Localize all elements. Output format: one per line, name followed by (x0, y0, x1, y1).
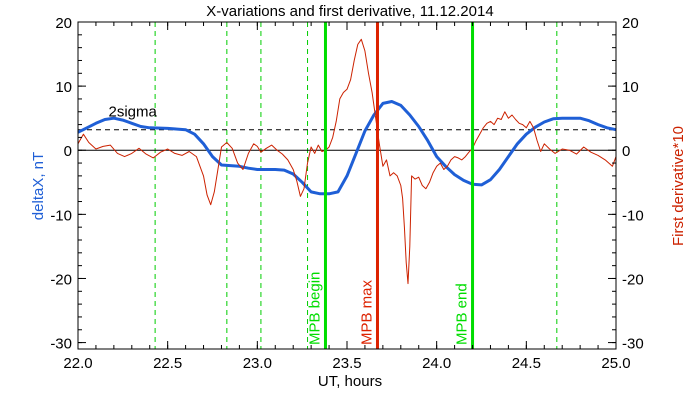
sigma-label: 2sigma (108, 104, 157, 121)
y-axis-label-left: deltaX, nT (30, 152, 47, 220)
y-tick-label-right: 0 (622, 143, 630, 160)
x-axis-label: UT, hours (318, 373, 382, 390)
y-tick-label-right: -20 (622, 271, 644, 288)
y-tick-label-left: 10 (55, 79, 72, 96)
y-tick-label-left: -30 (50, 336, 72, 353)
mpb-marker-label: MPB begin (306, 272, 323, 345)
x-tick-label: 22.5 (153, 355, 182, 372)
chart-title: X-variations and first derivative, 11.12… (206, 3, 493, 20)
plot-frame (77, 21, 617, 350)
y-axis-label-right: First derivative*10 (670, 126, 687, 246)
y-tick-label-left: 20 (55, 15, 72, 32)
y-tick-label-right: 20 (622, 15, 639, 32)
y-tick-label-left: -20 (50, 271, 72, 288)
x-tick-label: 24.5 (512, 355, 541, 372)
x-tick-label: 23.5 (332, 355, 361, 372)
deltax-series-line (77, 100, 617, 196)
x-tick-label: 25.0 (601, 355, 630, 372)
y-tick-label-right: -10 (622, 207, 644, 224)
x-tick-label: 22.0 (63, 355, 92, 372)
y-tick-label-left: 0 (64, 143, 72, 160)
mpb-marker-label: MPB max (358, 279, 375, 345)
x-tick-label: 24.0 (422, 355, 451, 372)
y-tick-label-left: -10 (50, 207, 72, 224)
x-tick-label: 23.0 (243, 355, 272, 372)
derivative-series-line (77, 38, 617, 285)
y-tick-label-right: 10 (622, 79, 639, 96)
y-tick-label-right: -30 (622, 336, 644, 353)
mpb-marker-label: MPB end (454, 283, 471, 345)
plot-area: 2sigma MPB begin MPB max MPB end 22.0 22.5 23.… (50, 15, 643, 372)
